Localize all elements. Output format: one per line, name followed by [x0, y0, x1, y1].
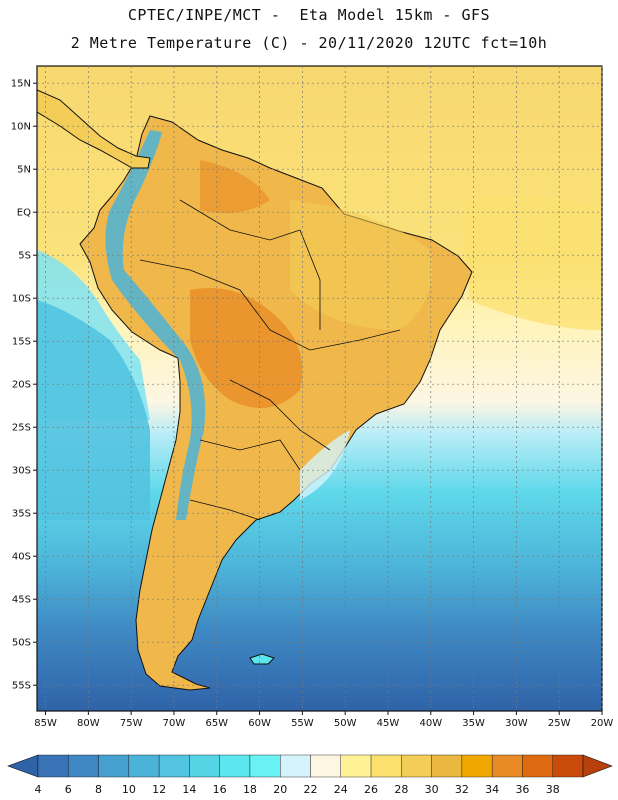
colorbar-label: 20: [273, 783, 287, 796]
temperature-colorbar: 4 6 8 10 12 14 16 18 20 22 24 26 28 30 32 34 36 38: [7, 754, 613, 796]
colorbar-swatch: [340, 754, 372, 778]
lon-tick-label: 35W: [462, 718, 485, 729]
coastal-cool-zone: [300, 430, 350, 500]
colorbar-label: 16: [213, 783, 227, 796]
lat-tick-label: 10N: [11, 122, 31, 133]
lon-tick-label: 55W: [291, 718, 314, 729]
colorbar-swatch: [461, 754, 493, 778]
longitude-axis: 85W 80W 75W 70W 65W 60W 55W 50W 45W 40W 35W 30W 25W 2…: [34, 711, 613, 729]
chart-title-line-1: CPTEC/INPE/MCT - Eta Model 15km - GFS: [127, 6, 491, 24]
colorbar-label: 26: [364, 783, 378, 796]
warm-east-zone: [290, 200, 432, 330]
lon-tick-label: 65W: [205, 718, 228, 729]
graticule: [37, 66, 603, 711]
colorbar-under-triangle: [7, 754, 39, 778]
lat-tick-label: 15N: [11, 79, 31, 90]
lat-tick-label: 50S: [12, 638, 31, 649]
lon-tick-label: 80W: [77, 718, 100, 729]
latitude-axis: 15N 10N 5N EQ 5S 10S 15S 20S 25S 30S 35S 40S 45S 50S 5…: [11, 79, 37, 692]
lon-tick-label: 40W: [419, 718, 442, 729]
lon-tick-label: 20W: [591, 718, 614, 729]
lat-tick-label: 25S: [12, 423, 31, 434]
lon-tick-label: 30W: [505, 718, 528, 729]
colorbar-swatch: [37, 754, 69, 778]
colorbar-swatch: [370, 754, 402, 778]
colorbar-label: 36: [515, 783, 529, 796]
colorbar-swatch: [219, 754, 251, 778]
colorbar-label: 14: [182, 783, 196, 796]
colorbar-swatch: [491, 754, 523, 778]
colorbar-swatch: [522, 754, 553, 778]
lon-tick-label: 25W: [548, 718, 571, 729]
hot-interior-zone: [190, 288, 303, 408]
colorbar-label: 10: [122, 783, 136, 796]
central-america-landmass: [37, 89, 151, 169]
pacific-cold-zone: [37, 300, 150, 520]
lon-tick-label: 85W: [34, 718, 57, 729]
colorbar-swatch: [401, 754, 432, 778]
colorbar-label: 24: [334, 783, 348, 796]
lat-tick-label: 55S: [12, 681, 31, 692]
colorbar-swatch: [280, 754, 311, 778]
lat-tick-label: 5N: [17, 165, 31, 176]
colorbar-label: 22: [304, 783, 318, 796]
lat-tick-label: 35S: [12, 509, 31, 520]
colorbar-swatch: [68, 754, 99, 778]
lat-tick-label: EQ: [17, 208, 31, 219]
hot-north-zone: [200, 160, 270, 214]
map-frame: [36, 65, 603, 712]
colorbar-swatch: [431, 754, 463, 778]
lat-tick-label: 20S: [12, 380, 31, 391]
colorbar-swatch: [98, 754, 130, 778]
colorbar-label: 18: [243, 783, 257, 796]
colorbar-label: 28: [394, 783, 408, 796]
lat-tick-label: 45S: [12, 595, 31, 606]
colorbar-swatch: [189, 754, 220, 778]
lon-tick-label: 45W: [377, 718, 400, 729]
lon-tick-label: 60W: [248, 718, 271, 729]
lon-tick-label: 70W: [163, 718, 186, 729]
country-borders: [139, 199, 401, 521]
chart-title-line-2: 2 Metre Temperature (C) - 20/11/2020 12U…: [70, 34, 548, 52]
atlantic-warm-zone: [460, 196, 602, 330]
colorbar-label: 32: [455, 783, 469, 796]
lat-tick-label: 10S: [12, 294, 31, 305]
colorbar-swatch: [128, 754, 160, 778]
colorbar-label: 38: [546, 783, 560, 796]
colorbar-swatch: [158, 754, 190, 778]
lon-tick-label: 50W: [334, 718, 357, 729]
colorbar-label: 12: [152, 783, 166, 796]
lon-tick-label: 75W: [120, 718, 143, 729]
lat-tick-label: 40S: [12, 552, 31, 563]
colorbar-label: 4: [35, 783, 42, 796]
colorbar-label: 8: [95, 783, 102, 796]
colorbar-label: 30: [425, 783, 439, 796]
lat-tick-label: 15S: [12, 337, 31, 348]
colorbar-swatch: [310, 754, 341, 778]
lat-tick-label: 5S: [18, 251, 31, 262]
falkland-islands: [249, 653, 275, 665]
colorbar-label: 6: [65, 783, 72, 796]
colorbar-label: 34: [485, 783, 499, 796]
colorbar-over-triangle: [582, 754, 613, 778]
colorbar-swatch: [552, 754, 584, 778]
lat-tick-label: 30S: [12, 466, 31, 477]
andes-cold-strip: [105, 130, 206, 520]
colorbar-swatch: [249, 754, 281, 778]
